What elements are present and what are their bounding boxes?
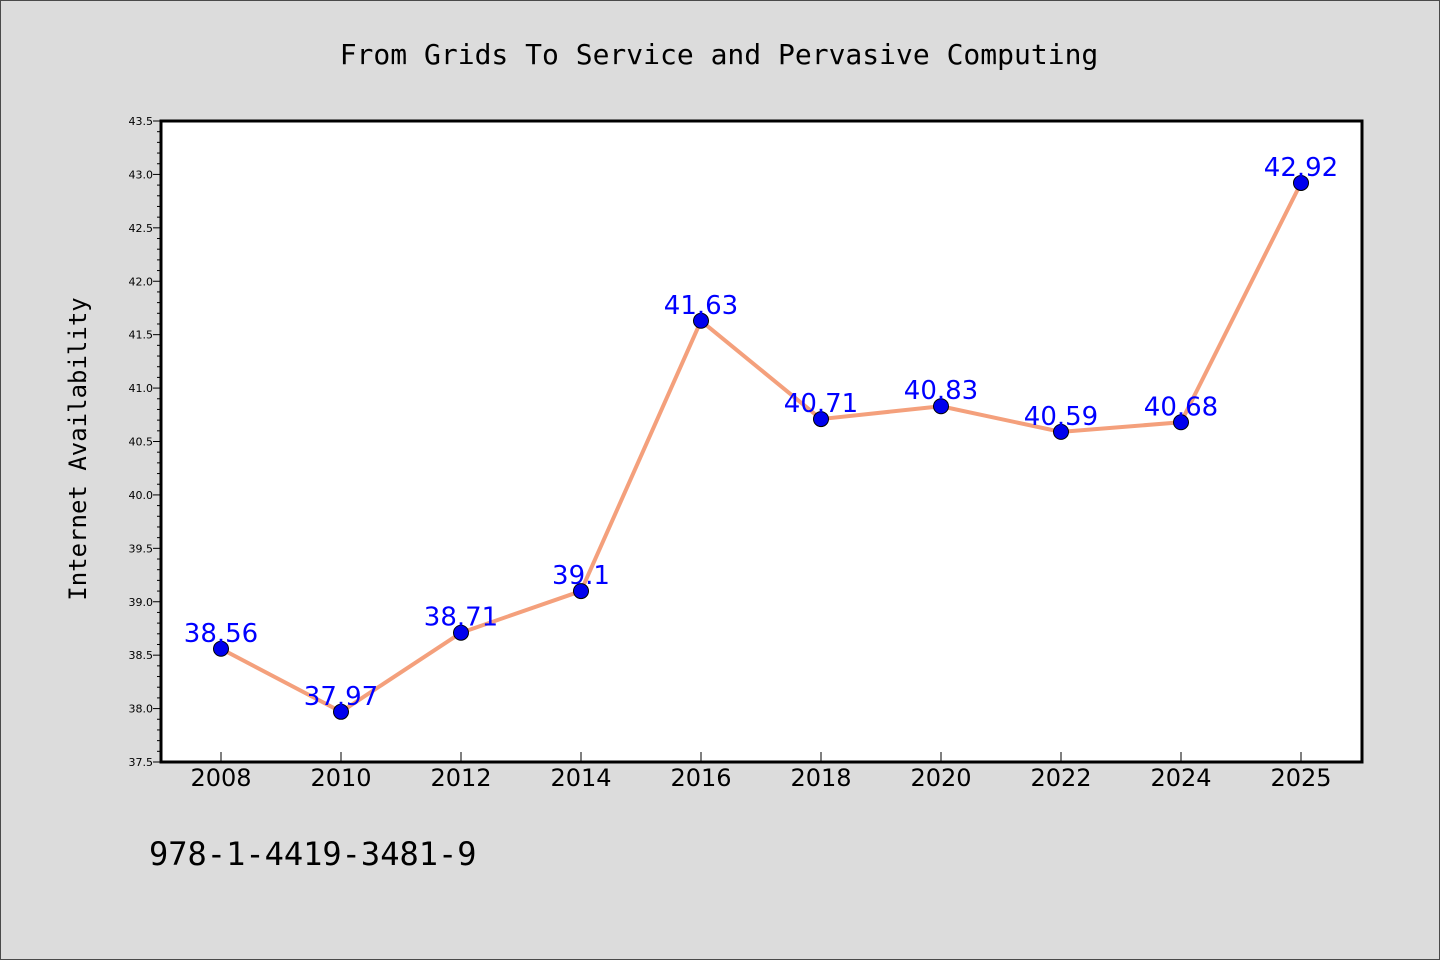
y-tick-label: 39.5 <box>129 542 154 555</box>
x-tick-label: 2025 <box>1270 764 1331 792</box>
data-point <box>1173 414 1189 431</box>
data-label: 40.59 <box>1024 402 1098 432</box>
y-tick-label: 42.0 <box>129 275 154 288</box>
data-label: 37.97 <box>304 682 378 712</box>
data-label: 39.1 <box>552 561 610 591</box>
y-tick-label: 41.5 <box>129 329 154 342</box>
y-axis: 37.5 38.0 38.5 39.0 39.5 40.0 40.5 41.0 41.5 42.0… <box>129 115 161 769</box>
data-label: 40.71 <box>784 389 858 419</box>
y-tick-label: 38.5 <box>129 649 154 662</box>
y-tick-label: 40.5 <box>129 436 154 449</box>
series-layer: 38.56 37.97 38.71 39.1 41.63 40.71 40.83 40.59 4… <box>184 153 1338 720</box>
series-line <box>219 180 1303 714</box>
chart-title: From Grids To Service and Pervasive Comp… <box>340 38 1099 71</box>
data-point <box>693 312 709 329</box>
data-point <box>813 411 829 428</box>
data-label: 38.56 <box>184 619 258 649</box>
data-point <box>333 703 349 720</box>
data-label: 40.68 <box>1144 392 1218 422</box>
y-tick-label: 43.0 <box>129 168 154 181</box>
data-point <box>213 640 229 657</box>
x-tick-label: 2016 <box>670 764 731 792</box>
plot-area <box>159 119 1364 764</box>
y-tick-label: 42.5 <box>129 222 154 235</box>
y-tick-label: 41.0 <box>129 382 154 395</box>
x-axis: 2008 2010 2012 2014 2016 2018 2020 2022 2024 2025 <box>190 752 1332 792</box>
y-tick-label: 43.5 <box>129 115 154 128</box>
data-point <box>933 398 949 415</box>
data-point <box>1293 174 1309 191</box>
x-tick-label: 2018 <box>790 764 851 792</box>
y-tick-label: 37.5 <box>129 756 154 769</box>
x-tick-label: 2014 <box>550 764 611 792</box>
data-label: 42.92 <box>1264 153 1338 183</box>
data-point <box>573 583 589 600</box>
y-tick-label: 39.0 <box>129 596 154 609</box>
data-label: 41.63 <box>664 291 738 321</box>
x-tick-label: 2024 <box>1150 764 1211 792</box>
data-point <box>1053 423 1069 440</box>
isbn-text: 978-1-4419-3481-9 <box>149 835 477 873</box>
y-tick-label: 40.0 <box>129 489 154 502</box>
y-axis-title: Internet Availability <box>64 297 92 600</box>
x-tick-label: 2022 <box>1030 764 1091 792</box>
data-point <box>453 624 469 641</box>
y-tick-label: 38.0 <box>129 703 154 716</box>
x-tick-label: 2010 <box>310 764 371 792</box>
data-label: 40.83 <box>904 376 978 406</box>
x-tick-label: 2020 <box>910 764 971 792</box>
x-tick-label: 2012 <box>430 764 491 792</box>
x-tick-label: 2008 <box>190 764 251 792</box>
data-label: 38.71 <box>424 603 498 633</box>
